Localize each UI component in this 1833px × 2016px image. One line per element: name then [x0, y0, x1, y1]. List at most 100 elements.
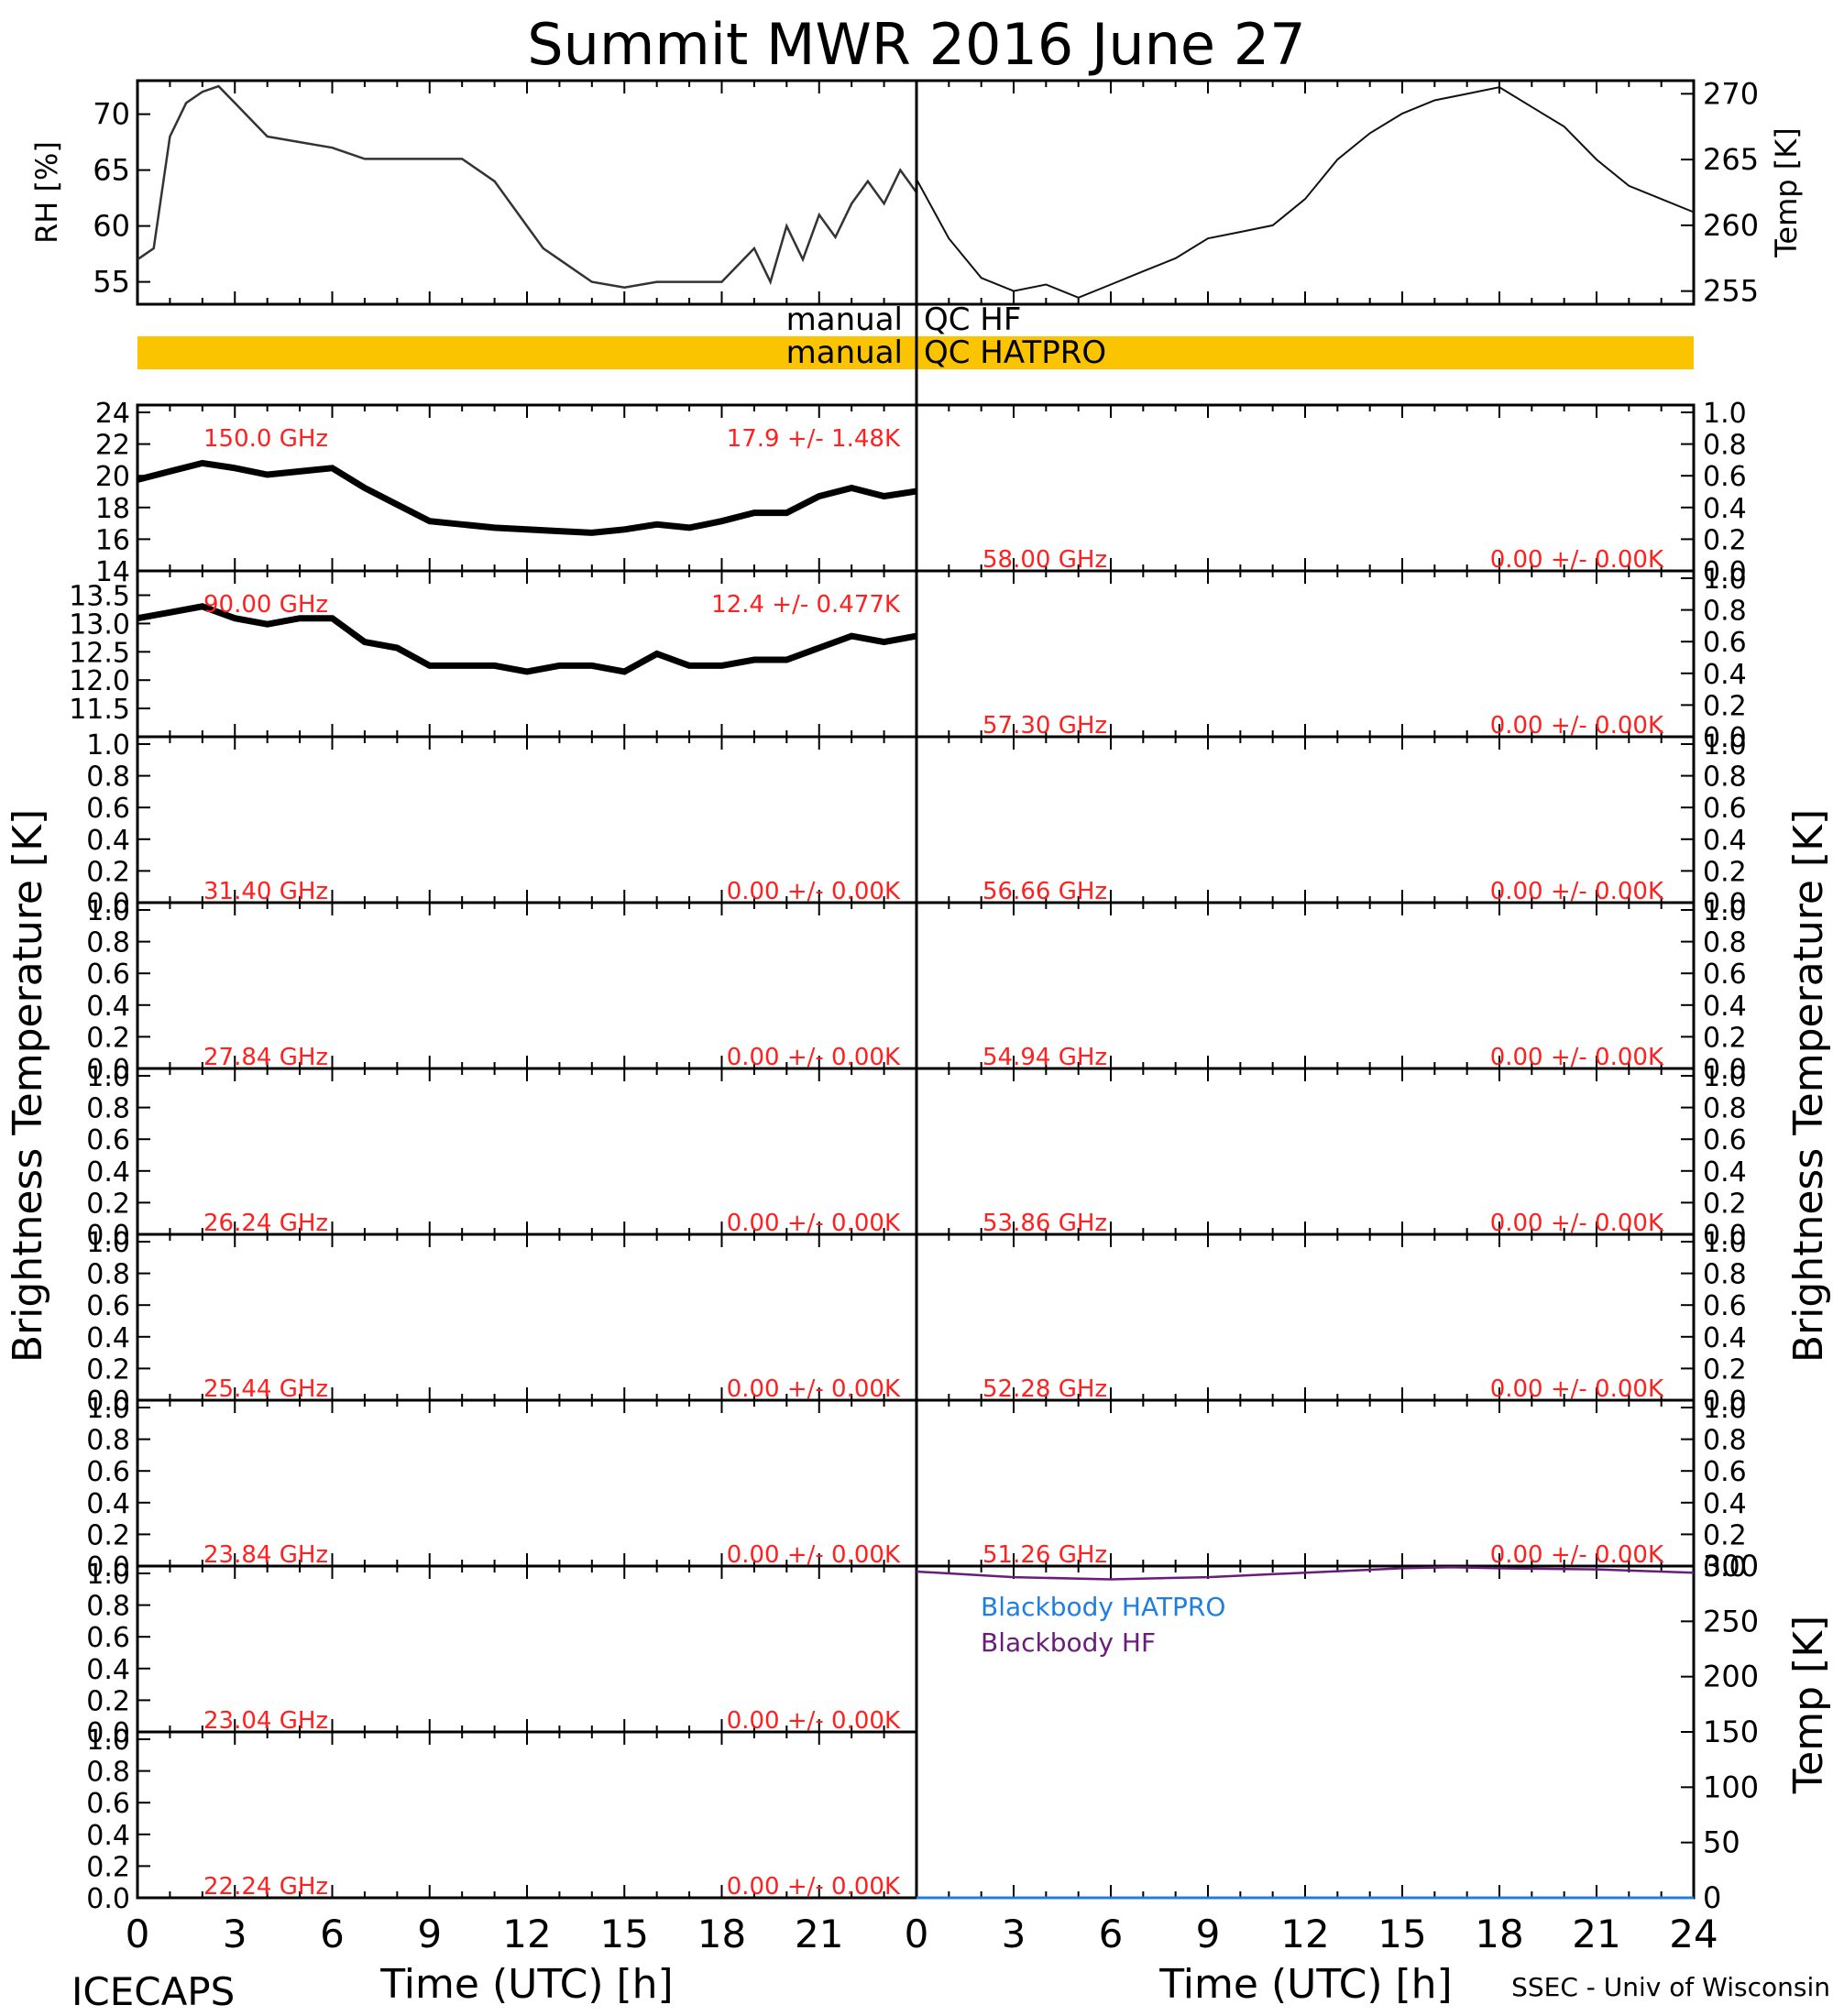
channel-left-y-tick-label: 0.2	[86, 1851, 130, 1883]
channel-left-y-tick-label: 0.6	[86, 1124, 130, 1156]
channel-freq-label: 26.24 GHz	[203, 1210, 328, 1237]
channel-left-y-tick-label: 0.0	[86, 888, 130, 920]
channel-left-y-tick-label: 0.4	[86, 1820, 130, 1852]
channel-series-line	[137, 459, 917, 536]
channel-right-y-tick-label: 0.2	[1703, 1519, 1747, 1551]
temp-panel-frame	[915, 79, 1696, 306]
x-tick-label-right: 9	[1196, 1912, 1221, 1956]
channel-right-y-tick-label: 0.0	[1703, 1054, 1747, 1086]
channel-left-y-tick-label: 0.0	[86, 1551, 130, 1583]
legend-bb-hatpro: Blackbody HATPRO	[981, 1592, 1225, 1622]
channel-left-y-tick-label: 1.0	[86, 729, 130, 761]
x-tick-label-right: 24	[1669, 1912, 1718, 1956]
channel-left-y-tick-label: 11.5	[69, 694, 130, 726]
channel-stat-label: 0.00 +/- 0.00K	[727, 1707, 901, 1735]
channel-left-y-tick-label: 0.6	[86, 1788, 130, 1820]
x-tick-label-left: 18	[697, 1912, 746, 1956]
channel-left-y-tick-label: 0.4	[86, 1322, 130, 1354]
channel-left-y-tick-label: 0.4	[86, 1156, 130, 1189]
channel-right-y-tick-label: 0.6	[1703, 1290, 1747, 1322]
rh-y-tick-label: 70	[93, 97, 130, 132]
y-axis-label-right: Brightness Temperature [K]	[1785, 809, 1832, 1363]
bb-y-tick-label: 200	[1703, 1660, 1759, 1694]
channel-right-y-tick-label: 0.4	[1703, 1322, 1747, 1354]
channel-left-y-tick-label: 0.0	[86, 1220, 130, 1252]
bb-y-tick-label: 250	[1703, 1604, 1759, 1638]
channel-left-y-tick-label: 1.0	[86, 1559, 130, 1591]
channel-right-y-tick-label: 0.8	[1703, 1425, 1747, 1457]
channel-stat-label: 0.00 +/- 0.00K	[727, 1873, 901, 1901]
x-tick-label-left: 0	[126, 1912, 150, 1956]
channel-left-y-tick-label: 0.8	[86, 1093, 130, 1125]
channel-right-y-tick-label: 0.0	[1703, 556, 1747, 588]
channel-stat-label: 17.9 +/- 1.48K	[727, 425, 901, 453]
channel-right-y-tick-label: 0.2	[1703, 524, 1747, 556]
bb-hf-line	[916, 1565, 1695, 1581]
channel-left-y-tick-label: 1.0	[86, 1725, 130, 1757]
chart-title: Summit MWR 2016 June 27	[527, 11, 1305, 78]
channel-left-y-tick-label: 0.2	[86, 1519, 130, 1551]
channel-right-y-tick-label: 0.2	[1703, 856, 1747, 888]
bb-y-tick-label: 0	[1703, 1880, 1721, 1915]
channel-right-y-tick-label: 0.0	[1703, 722, 1747, 754]
channel-freq-label: 52.28 GHz	[982, 1375, 1107, 1403]
channel-left-y-tick-label: 20	[95, 461, 130, 493]
x-tick-label-right: 18	[1475, 1912, 1523, 1956]
footer-right: SSEC - Univ of Wisconsin	[1511, 1972, 1830, 2002]
channel-freq-label: 27.84 GHz	[203, 1044, 328, 1071]
channel-freq-label: 23.04 GHz	[203, 1707, 328, 1735]
channel-left-y-tick-label: 0.6	[86, 1456, 130, 1488]
y-axis-label-left: Brightness Temperature [K]	[5, 809, 51, 1363]
channel-freq-label: 53.86 GHz	[982, 1210, 1107, 1237]
channel-right-y-tick-label: 1.0	[1703, 1061, 1747, 1093]
channel-right-y-tick-label: 1.0	[1703, 398, 1747, 430]
channel-left-y-tick-label: 0.4	[86, 1488, 130, 1520]
channel-right-y-tick-label: 0.4	[1703, 659, 1747, 691]
x-tick-label-left: 3	[223, 1912, 247, 1956]
channel-left-y-tick-label: 12.0	[69, 665, 130, 697]
rh-series-line	[137, 84, 918, 289]
channel-left-y-tick-label: 0.6	[86, 1290, 130, 1322]
channel-freq-label: 58.00 GHz	[982, 546, 1107, 574]
channel-left-y-tick-label: 0.4	[86, 991, 130, 1023]
x-tick-label-right: 6	[1099, 1912, 1124, 1956]
channel-left-y-tick-label: 0.4	[86, 825, 130, 857]
channel-left-y-tick-label: 0.2	[86, 1353, 130, 1386]
channel-stat-label: 0.00 +/- 0.00K	[1490, 1541, 1664, 1569]
channel-right-y-tick-label: 1.0	[1703, 895, 1747, 927]
channel-freq-label: 23.84 GHz	[203, 1541, 328, 1569]
channel-right-y-tick-label: 0.2	[1703, 690, 1747, 722]
channel-freq-label: 25.44 GHz	[203, 1375, 328, 1403]
channel-left-y-tick-label: 1.0	[86, 895, 130, 927]
channel-right-y-tick-label: 0.4	[1703, 991, 1747, 1023]
x-tick-label-left: 21	[795, 1912, 843, 1956]
channel-freq-label: 54.94 GHz	[982, 1044, 1107, 1071]
temp-y-tick-label: 270	[1703, 76, 1759, 111]
channel-left-y-tick-label: 1.0	[86, 1061, 130, 1093]
channel-right-y-tick-label: 1.0	[1703, 1227, 1747, 1259]
legend-bb-hf: Blackbody HF	[981, 1627, 1156, 1658]
x-tick-label-left: 9	[417, 1912, 442, 1956]
channel-left-y-tick-label: 0.6	[86, 793, 130, 825]
channel-right-y-tick-label: 1.0	[1703, 729, 1747, 761]
rh-y-tick-label: 65	[93, 153, 130, 188]
channel-left-y-tick-label: 0.8	[86, 1425, 130, 1457]
channel-left-y-tick-label: 0.6	[86, 1622, 130, 1654]
channel-right-y-tick-label: 0.6	[1703, 959, 1747, 991]
channel-left-y-tick-label: 16	[95, 524, 130, 556]
channel-right-y-tick-label: 1.0	[1703, 564, 1747, 596]
temp-series-line	[916, 86, 1695, 299]
x-tick-label-left: 12	[502, 1912, 551, 1956]
channel-stat-label: 0.00 +/- 0.00K	[1490, 1044, 1664, 1071]
channel-stat-label: 0.00 +/- 0.00K	[727, 1375, 901, 1403]
channel-right-y-tick-label: 0.6	[1703, 793, 1747, 825]
channel-stat-label: 12.4 +/- 0.477K	[711, 591, 901, 619]
channel-stat-label: 0.00 +/- 0.00K	[727, 878, 901, 905]
channel-freq-label: 57.30 GHz	[982, 712, 1107, 740]
x-tick-label-left: 15	[600, 1912, 649, 1956]
channel-stat-label: 0.00 +/- 0.00K	[727, 1210, 901, 1237]
qc-hf-label-left: manual	[786, 301, 903, 338]
channel-right-y-tick-label: 0.0	[1703, 1551, 1747, 1583]
channel-freq-label: 51.26 GHz	[982, 1541, 1107, 1569]
